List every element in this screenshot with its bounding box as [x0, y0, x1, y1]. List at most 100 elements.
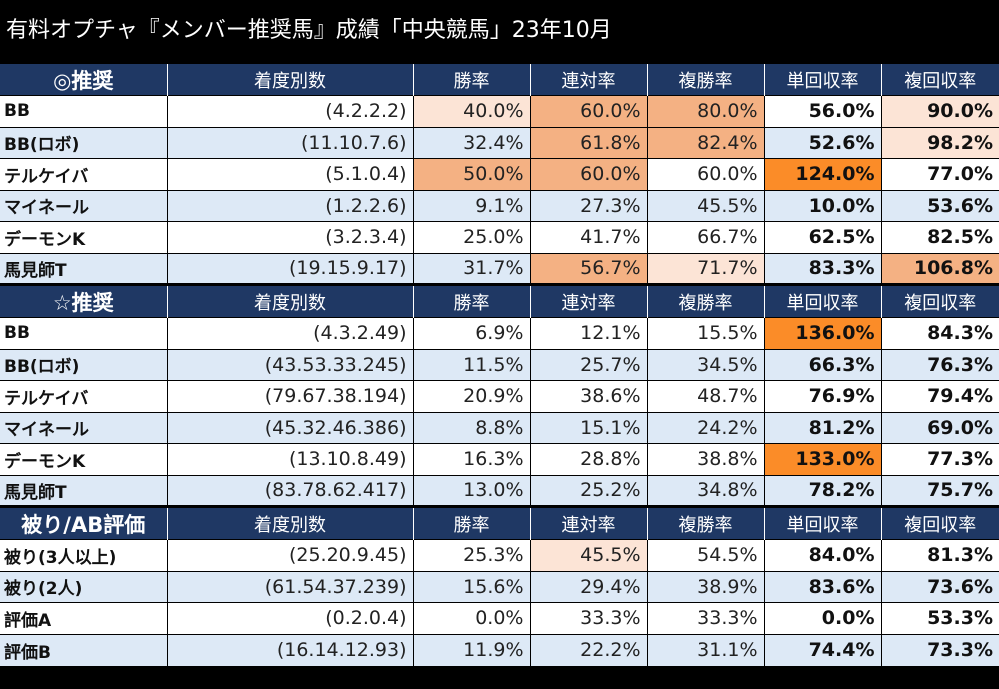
place-return-cell: 81.3%: [880, 539, 999, 571]
place-return-cell: 90.0%: [880, 95, 999, 127]
quinella-rate-cell: 27.3%: [529, 189, 647, 222]
section-header: ◎推奨 着度別数 勝率 連対率 複勝率 単回収率 複回収率: [0, 62, 999, 96]
column-header-place-return: 複回収率: [880, 284, 999, 318]
record-cell: (16.14.12.93): [166, 633, 413, 666]
win-rate-cell: 11.9%: [412, 633, 530, 666]
record-cell: (1.2.2.6): [166, 189, 413, 222]
table-row: 被り(2人) (61.54.37.239) 15.6% 29.4% 38.9% 83.6%…: [0, 570, 999, 603]
column-header-quinella-rate: 連対率: [529, 284, 647, 318]
win-rate-cell: 15.6%: [412, 570, 530, 603]
row-label-cell: 馬見師T: [0, 252, 167, 285]
table-row: BB (4.3.2.49) 6.9% 12.1% 15.5% 136.0% 84.3%: [0, 317, 999, 349]
win-rate-cell: 50.0%: [412, 158, 530, 190]
win-rate-cell: 25.3%: [412, 539, 530, 571]
win-return-cell: 84.0%: [763, 539, 881, 571]
quinella-rate-cell: 25.2%: [529, 474, 647, 507]
table-row: 被り(3人以上) (25.20.9.45) 25.3% 45.5% 54.5% 84.0%…: [0, 539, 999, 571]
place-rate-cell: 24.2%: [646, 411, 764, 444]
place-rate-cell: 38.8%: [646, 443, 764, 475]
column-header-win-rate: 勝率: [412, 284, 530, 318]
win-return-cell: 83.6%: [763, 570, 881, 603]
record-cell: (13.10.8.49): [166, 443, 413, 475]
column-header-win-return: 単回収率: [763, 62, 881, 96]
table-row: 評価B (16.14.12.93) 11.9% 22.2% 31.1% 74.4% 73.3…: [0, 633, 999, 666]
win-return-cell: 66.3%: [763, 348, 881, 381]
section-title: 被り/AB評価: [0, 506, 167, 540]
row-label-cell: BB: [0, 317, 167, 349]
column-header-record: 着度別数: [166, 62, 413, 96]
quinella-rate-cell: 28.8%: [529, 443, 647, 475]
row-label-cell: テルケイバ: [0, 380, 167, 412]
row-label-cell: 評価A: [0, 602, 167, 634]
record-cell: (83.78.62.417): [166, 474, 413, 507]
record-cell: (79.67.38.194): [166, 380, 413, 412]
record-cell: (5.1.0.4): [166, 158, 413, 190]
place-rate-cell: 71.7%: [646, 252, 764, 285]
win-return-cell: 81.2%: [763, 411, 881, 444]
table-row: 評価A (0.2.0.4) 0.0% 33.3% 33.3% 0.0% 53.3%: [0, 602, 999, 634]
quinella-rate-cell: 56.7%: [529, 252, 647, 285]
record-cell: (25.20.9.45): [166, 539, 413, 571]
win-rate-cell: 11.5%: [412, 348, 530, 381]
place-return-cell: 77.0%: [880, 158, 999, 190]
table-row: テルケイバ (5.1.0.4) 50.0% 60.0% 60.0% 124.0% 77.0%: [0, 158, 999, 190]
place-return-cell: 75.7%: [880, 474, 999, 507]
place-return-cell: 98.2%: [880, 126, 999, 159]
place-return-cell: 73.3%: [880, 633, 999, 666]
win-rate-cell: 9.1%: [412, 189, 530, 222]
column-header-record: 着度別数: [166, 506, 413, 540]
win-rate-cell: 13.0%: [412, 474, 530, 507]
quinella-rate-cell: 41.7%: [529, 221, 647, 253]
place-rate-cell: 34.8%: [646, 474, 764, 507]
section-title: ◎推奨: [0, 62, 167, 96]
column-header-place-return: 複回収率: [880, 62, 999, 96]
place-rate-cell: 82.4%: [646, 126, 764, 159]
column-header-quinella-rate: 連対率: [529, 62, 647, 96]
quinella-rate-cell: 29.4%: [529, 570, 647, 603]
win-return-cell: 124.0%: [763, 158, 881, 190]
column-header-win-return: 単回収率: [763, 506, 881, 540]
table-row: BB(ロボ) (43.53.33.245) 11.5% 25.7% 34.5% 66.3%…: [0, 348, 999, 381]
win-rate-cell: 31.7%: [412, 252, 530, 285]
row-label-cell: マイネール: [0, 189, 167, 222]
place-return-cell: 82.5%: [880, 221, 999, 253]
win-return-cell: 83.3%: [763, 252, 881, 285]
place-rate-cell: 15.5%: [646, 317, 764, 349]
column-header-win-return: 単回収率: [763, 284, 881, 318]
place-return-cell: 73.6%: [880, 570, 999, 603]
record-cell: (4.2.2.2): [166, 95, 413, 127]
win-return-cell: 133.0%: [763, 443, 881, 475]
win-return-cell: 62.5%: [763, 221, 881, 253]
row-label-cell: テルケイバ: [0, 158, 167, 190]
table-row: 馬見師T (83.78.62.417) 13.0% 25.2% 34.8% 78.2% 75…: [0, 474, 999, 507]
section-title: ☆推奨: [0, 284, 167, 318]
table-row: BB(ロボ) (11.10.7.6) 32.4% 61.8% 82.4% 52.6% 98.…: [0, 126, 999, 159]
record-cell: (45.32.46.386): [166, 411, 413, 444]
row-label-cell: デーモンK: [0, 221, 167, 253]
win-return-cell: 52.6%: [763, 126, 881, 159]
quinella-rate-cell: 12.1%: [529, 317, 647, 349]
row-label-cell: BB(ロボ): [0, 348, 167, 381]
record-cell: (3.2.3.4): [166, 221, 413, 253]
column-header-record: 着度別数: [166, 284, 413, 318]
row-label-cell: 被り(2人): [0, 570, 167, 603]
table-row: デーモンK (3.2.3.4) 25.0% 41.7% 66.7% 62.5% 82.5%: [0, 221, 999, 253]
win-return-cell: 76.9%: [763, 380, 881, 412]
win-rate-cell: 8.8%: [412, 411, 530, 444]
section-header: 被り/AB評価 着度別数 勝率 連対率 複勝率 単回収率 複回収率: [0, 506, 999, 540]
row-label-cell: 被り(3人以上): [0, 539, 167, 571]
place-rate-cell: 60.0%: [646, 158, 764, 190]
win-rate-cell: 20.9%: [412, 380, 530, 412]
place-return-cell: 84.3%: [880, 317, 999, 349]
win-rate-cell: 40.0%: [412, 95, 530, 127]
record-cell: (0.2.0.4): [166, 602, 413, 634]
row-label-cell: マイネール: [0, 411, 167, 444]
row-label-cell: BB: [0, 95, 167, 127]
quinella-rate-cell: 33.3%: [529, 602, 647, 634]
quinella-rate-cell: 38.6%: [529, 380, 647, 412]
column-header-place-rate: 複勝率: [646, 506, 764, 540]
place-rate-cell: 38.9%: [646, 570, 764, 603]
results-table: ◎推奨 着度別数 勝率 連対率 複勝率 単回収率 複回収率 BB (4.2.2.2) 40.0% 6…: [0, 61, 999, 666]
column-header-place-rate: 複勝率: [646, 284, 764, 318]
column-header-win-rate: 勝率: [412, 506, 530, 540]
